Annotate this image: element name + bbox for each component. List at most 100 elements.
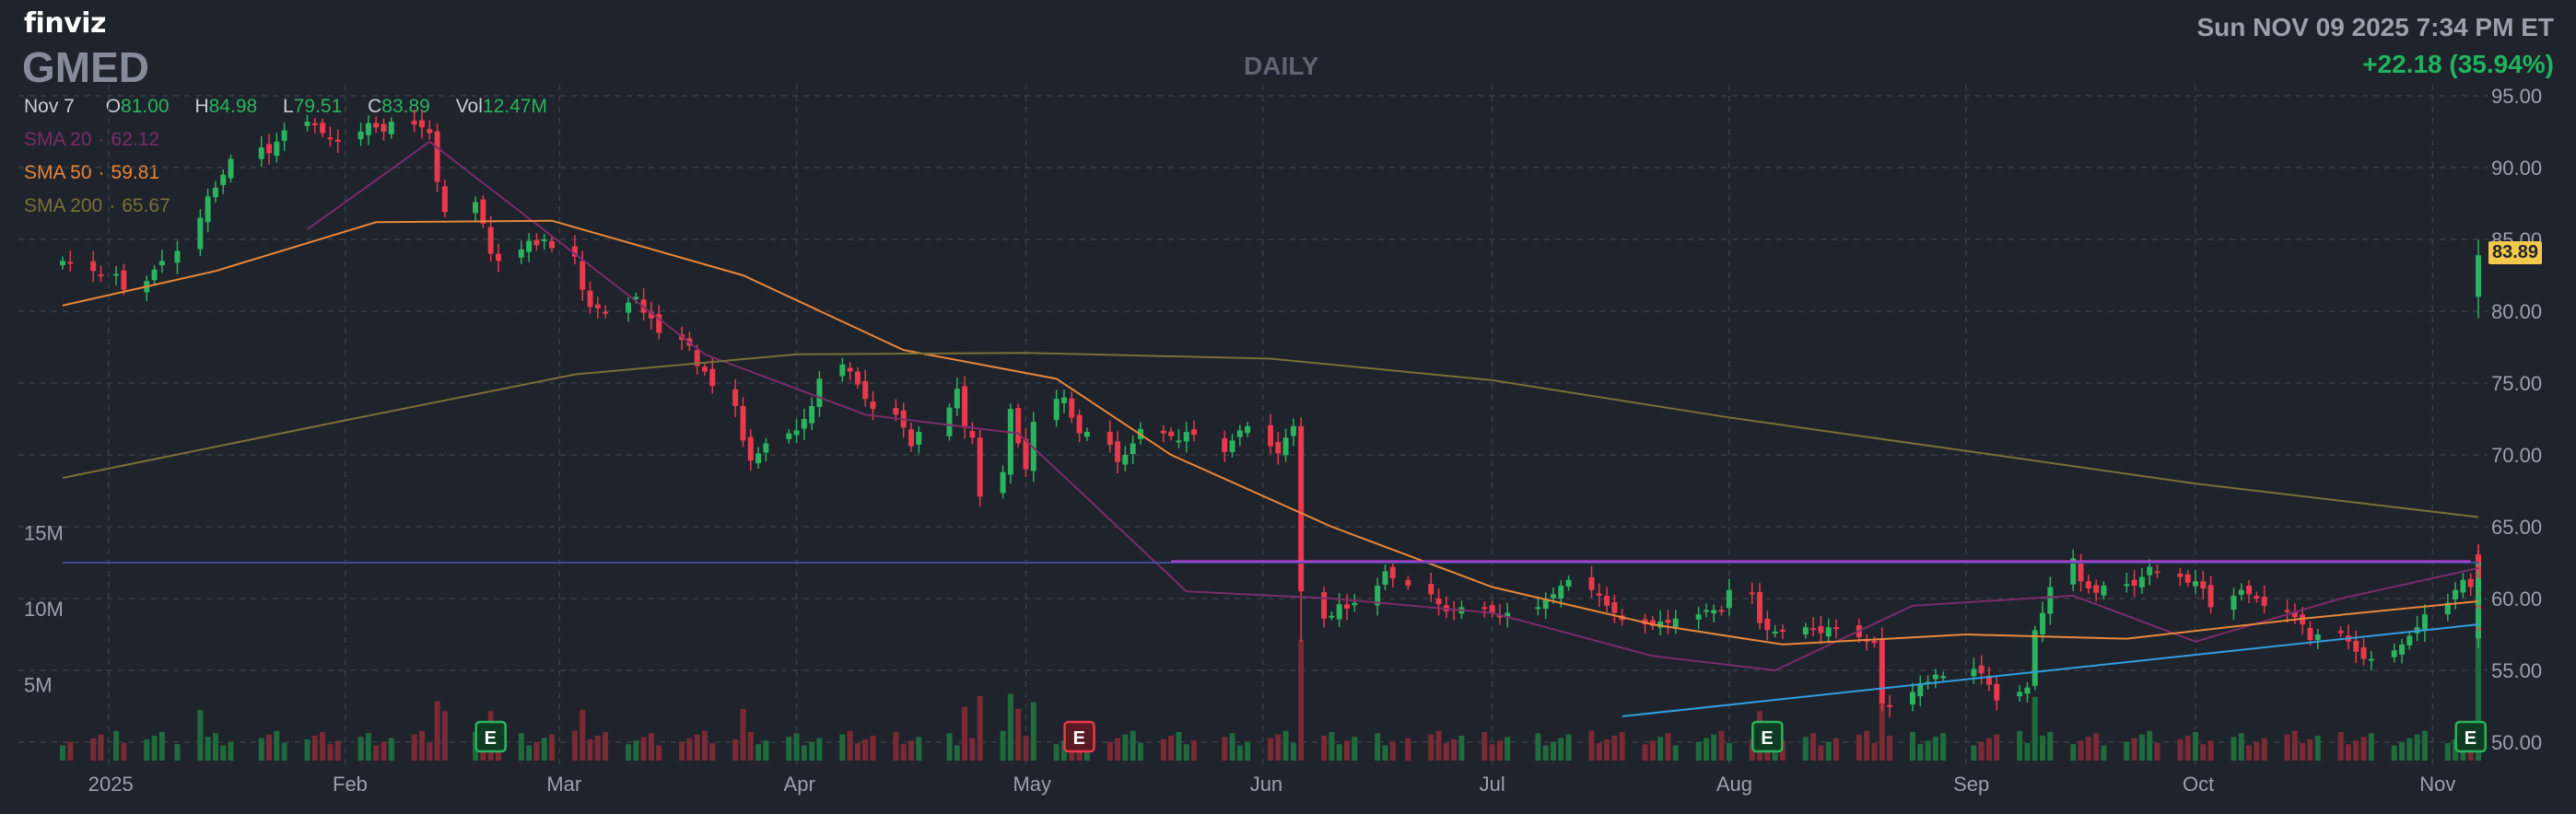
candle bbox=[969, 431, 976, 438]
candle bbox=[1994, 683, 2000, 701]
volume-bar bbox=[533, 741, 540, 761]
candle bbox=[1382, 571, 1388, 586]
volume-bar bbox=[2314, 735, 2321, 761]
candle bbox=[701, 366, 708, 372]
volume-bar bbox=[1925, 740, 1931, 761]
volume-bar bbox=[205, 737, 211, 761]
volume-bar bbox=[2024, 742, 2031, 761]
candle bbox=[1604, 595, 1610, 606]
volume-bar bbox=[816, 738, 823, 761]
volume-bar bbox=[1329, 731, 1335, 761]
volume-bar bbox=[2391, 745, 2397, 761]
candle bbox=[1535, 607, 1541, 610]
candle bbox=[1718, 610, 1725, 612]
volume-bar bbox=[580, 709, 586, 761]
volume-bar bbox=[1030, 702, 1036, 761]
volume-bar bbox=[1887, 735, 1893, 761]
volume-bar bbox=[2085, 737, 2091, 761]
candle bbox=[334, 139, 341, 142]
period-label[interactable]: DAILY bbox=[1244, 52, 1319, 80]
volume-bar bbox=[1932, 737, 1938, 761]
candle bbox=[228, 158, 234, 179]
volume-bar bbox=[839, 734, 846, 761]
candle bbox=[648, 311, 654, 319]
volume-bar bbox=[854, 742, 861, 761]
volume-bar bbox=[900, 744, 907, 761]
candle bbox=[1329, 615, 1335, 618]
volume-bar bbox=[1879, 695, 1885, 761]
candle bbox=[1542, 599, 1549, 610]
candle bbox=[854, 371, 861, 385]
volume-bar bbox=[747, 731, 754, 761]
volume-bar bbox=[1665, 733, 1671, 761]
candle bbox=[1825, 627, 1832, 637]
candle bbox=[1909, 692, 1915, 705]
volume-bar bbox=[1435, 730, 1442, 761]
volume-bar bbox=[1053, 744, 1060, 761]
candle bbox=[962, 386, 968, 428]
candle bbox=[587, 290, 593, 308]
candle bbox=[747, 436, 754, 461]
sma20-legend[interactable]: SMA 20 · 62.12 bbox=[24, 129, 160, 150]
candle bbox=[2040, 612, 2046, 634]
close-value: 83.89 bbox=[381, 96, 430, 117]
candle bbox=[1565, 579, 1572, 587]
candle bbox=[2460, 579, 2466, 593]
candle bbox=[495, 253, 501, 262]
candle bbox=[1076, 414, 1083, 434]
volume-bar bbox=[1917, 744, 1924, 761]
candle bbox=[656, 314, 662, 333]
candle bbox=[533, 239, 540, 246]
candle bbox=[2017, 692, 2023, 697]
earnings-marker[interactable]: E bbox=[1751, 720, 1784, 753]
volume-bar bbox=[1971, 745, 1977, 761]
volume-bar bbox=[1298, 639, 1305, 761]
volume-bars bbox=[60, 571, 2481, 761]
volume-bar bbox=[320, 731, 326, 761]
candle bbox=[2184, 574, 2191, 583]
candle bbox=[487, 227, 494, 254]
candle bbox=[977, 437, 983, 497]
volume-bar bbox=[1107, 741, 1113, 761]
candle bbox=[1191, 429, 1198, 436]
candle bbox=[1703, 610, 1709, 612]
candle bbox=[709, 368, 716, 387]
volume-bar bbox=[603, 731, 609, 761]
volume-bar bbox=[1451, 738, 1458, 761]
earnings-label: E bbox=[1073, 728, 1085, 749]
candle bbox=[1757, 591, 1763, 623]
candle bbox=[1236, 430, 1243, 437]
x-tick-label: May bbox=[1013, 773, 1051, 796]
candle bbox=[365, 122, 371, 135]
sma200-legend[interactable]: SMA 200 · 65.67 bbox=[24, 195, 170, 216]
earnings-marker[interactable]: E bbox=[474, 720, 507, 753]
volume-bar bbox=[327, 744, 334, 761]
volume-bar bbox=[365, 733, 371, 761]
candle bbox=[816, 378, 823, 407]
volume-bar bbox=[220, 745, 227, 761]
candle bbox=[2399, 644, 2406, 655]
earnings-marker[interactable]: E bbox=[2454, 720, 2487, 753]
candle bbox=[786, 433, 792, 439]
volume-bar bbox=[2078, 740, 2084, 761]
candle bbox=[205, 196, 211, 223]
ohlc-legend: Nov 7 O81.00 H84.98 L79.51 C83.89 Vol12.… bbox=[24, 96, 568, 118]
volume-bar bbox=[258, 738, 264, 761]
volume-bar bbox=[2421, 730, 2428, 761]
candle bbox=[2254, 596, 2260, 599]
earnings-label: E bbox=[2465, 728, 2476, 749]
earnings-badge bbox=[474, 720, 507, 753]
candle bbox=[388, 122, 394, 134]
candle bbox=[1505, 612, 1511, 617]
candle bbox=[1428, 584, 1434, 595]
candle bbox=[1588, 576, 1595, 590]
sma20-label: SMA 20 bbox=[24, 129, 92, 150]
earnings-marker[interactable]: E bbox=[1063, 720, 1095, 753]
volume-bar bbox=[755, 744, 762, 761]
volume-bar bbox=[2124, 741, 2130, 761]
candle bbox=[2476, 612, 2481, 625]
volume-bar bbox=[121, 742, 127, 761]
volume-bar bbox=[1779, 740, 1786, 761]
volume-bar bbox=[1007, 693, 1013, 761]
